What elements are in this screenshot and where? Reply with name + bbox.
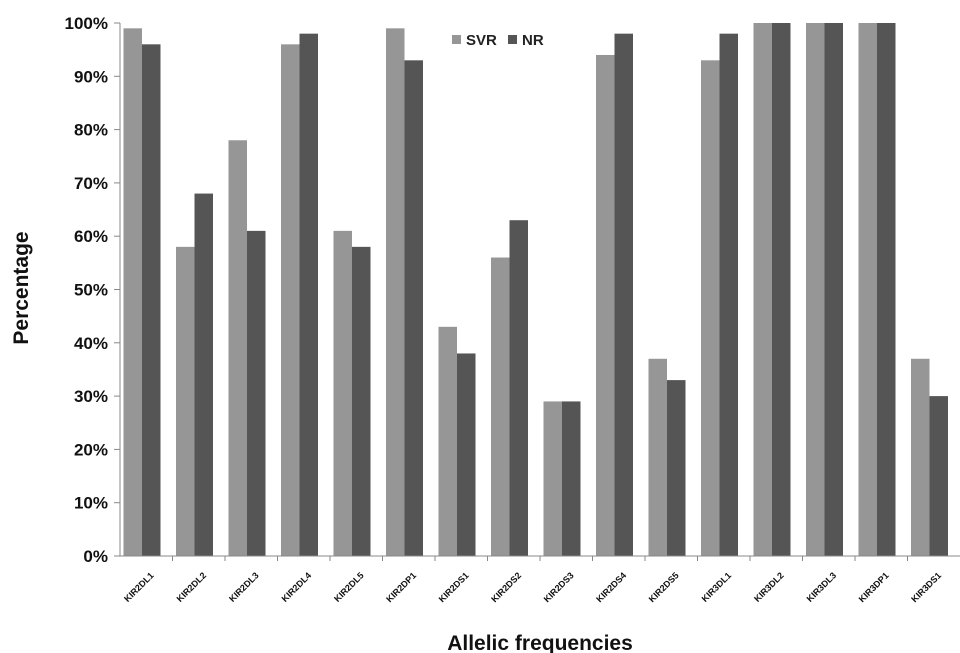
bar-svr-kir2dp1 [386, 28, 405, 556]
bar-svr-kir2ds1 [438, 326, 457, 556]
bar-nr-kir3dl1 [719, 33, 738, 557]
bar-svr-kir3dl1 [701, 60, 720, 557]
bar-nr-kir3dl2 [772, 23, 791, 556]
x-category-label: KIR2DL3 [227, 570, 261, 604]
y-tick-label: 70% [74, 174, 108, 193]
bar-nr-kir2ds3 [562, 401, 581, 556]
x-category-label: KIR2DL4 [280, 570, 314, 604]
y-axis-title: Percentage [10, 231, 33, 344]
y-tick-label: 100% [65, 14, 108, 33]
bar-nr-kir2dl2 [194, 193, 213, 556]
bar-svr-kir2dl4 [281, 44, 300, 556]
y-axis-ticks: 0% 10% 20% 30% 40% 50% 60% 70% 80% 90% 100% [65, 14, 120, 566]
x-category-label: KIR2DS1 [437, 570, 471, 604]
legend: SVR NR [452, 32, 544, 49]
y-tick-label: 50% [74, 281, 108, 300]
bar-nr-kir3ds1 [929, 396, 948, 556]
y-tick-label: 0% [83, 547, 108, 566]
legend-swatch-svr [452, 35, 461, 44]
bar-nr-kir2ds2 [509, 220, 528, 556]
x-category-label: KIR2DP1 [384, 570, 418, 604]
y-tick-label: 10% [74, 494, 108, 513]
bar-svr-kir2dl3 [228, 140, 247, 556]
x-category-label: KIR3DL3 [805, 570, 839, 604]
bar-svr-kir2ds3 [543, 401, 562, 556]
bar-nr-kir2dl5 [352, 246, 371, 557]
y-tick-label: 60% [74, 227, 108, 246]
legend-label-svr: SVR [466, 32, 497, 49]
y-tick-label: 80% [74, 121, 108, 140]
x-category-label: KIR2DS4 [594, 570, 628, 604]
x-category-label: KIR2DL1 [122, 570, 156, 604]
bar-nr-kir2dl1 [142, 44, 161, 556]
bars [123, 23, 948, 557]
x-category-label: KIR3DL2 [752, 570, 786, 604]
bar-svr-kir3dl2 [753, 23, 772, 556]
bar-svr-kir2ds2 [491, 257, 510, 556]
x-category-label: KIR2DS3 [542, 570, 576, 604]
x-category-label: KIR2DS5 [647, 570, 681, 604]
bar-svr-kir2dl5 [333, 230, 352, 556]
x-category-label: KIR3DS1 [909, 570, 943, 604]
bar-svr-kir2dl1 [123, 28, 142, 556]
bar-nr-kir2dl3 [247, 230, 266, 556]
y-tick-label: 20% [74, 440, 108, 459]
bar-svr-kir2dl2 [176, 246, 195, 557]
bar-svr-kir3dp1 [858, 23, 877, 556]
y-tick-label: 30% [74, 387, 108, 406]
bar-nr-kir2ds1 [457, 353, 476, 556]
bar-nr-kir2ds4 [614, 33, 633, 557]
x-axis-category-labels: KIR2DL1 KIR2DL2 KIR2DL3 KIR2DL4 KIR2DL5 KIR2D… [122, 556, 943, 604]
legend-label-nr: NR [522, 32, 544, 49]
bar-svr-kir2ds5 [648, 358, 667, 556]
y-tick-label: 90% [74, 67, 108, 86]
bar-svr-kir2ds4 [596, 54, 615, 556]
x-category-label: KIR2DL2 [175, 570, 209, 604]
y-tick-label: 40% [74, 334, 108, 353]
x-category-label: KIR3DL1 [700, 570, 734, 604]
bar-nr-kir2dp1 [404, 60, 423, 557]
bar-nr-kir2ds5 [667, 380, 686, 556]
legend-swatch-nr [508, 35, 517, 44]
x-category-label: KIR2DL5 [332, 570, 366, 604]
x-category-label: KIR2DS2 [489, 570, 523, 604]
x-category-label: KIR3DP1 [857, 570, 891, 604]
bar-nr-kir2dl4 [299, 33, 318, 557]
x-axis-title: Allelic frequencies [447, 632, 633, 653]
bar-svr-kir3dl3 [806, 23, 825, 556]
bar-nr-kir3dl3 [824, 23, 843, 556]
bar-nr-kir3dp1 [877, 23, 896, 556]
bar-svr-kir3ds1 [911, 358, 930, 556]
